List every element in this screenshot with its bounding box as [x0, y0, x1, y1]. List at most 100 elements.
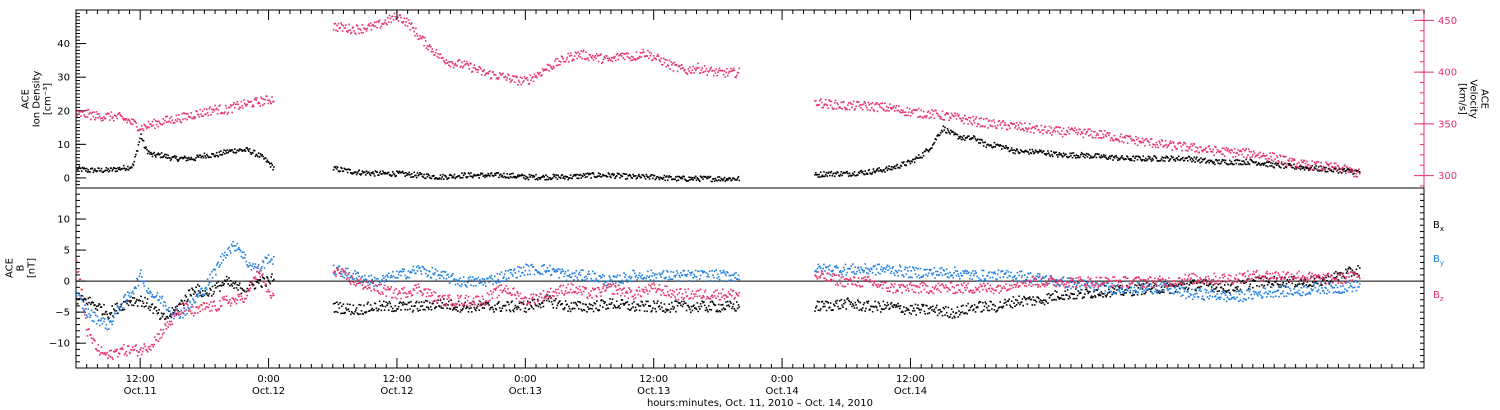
data-point: [1063, 298, 1066, 301]
data-point: [503, 276, 505, 278]
data-point: [1268, 282, 1271, 284]
data-point: [366, 303, 369, 305]
data-point: [87, 308, 90, 310]
data-point: [1157, 291, 1159, 294]
data-point: [662, 176, 665, 179]
data-point: [555, 64, 558, 67]
data-point: [122, 307, 124, 309]
data-point: [108, 328, 110, 330]
data-point: [731, 307, 733, 310]
data-point: [513, 268, 516, 270]
data-point: [686, 180, 689, 182]
data-point: [696, 66, 699, 69]
data-point: [710, 66, 713, 69]
data-point: [409, 271, 411, 274]
data-point: [150, 123, 152, 126]
data-point: [943, 119, 945, 121]
data-point: [206, 288, 208, 291]
data-point: [199, 290, 201, 293]
data-point: [1054, 130, 1057, 133]
data-point: [482, 175, 485, 177]
data-point: [944, 314, 946, 316]
data-point: [468, 173, 471, 175]
data-point: [598, 309, 601, 311]
data-point: [409, 308, 411, 310]
data-point: [194, 301, 197, 303]
data-point: [613, 304, 615, 306]
data-point: [336, 301, 338, 304]
data-point: [1328, 283, 1331, 285]
data-point: [186, 300, 188, 303]
data-point: [505, 176, 508, 179]
data-point: [136, 305, 139, 307]
data-point: [489, 277, 492, 279]
data-point: [494, 275, 496, 278]
data-point: [1100, 291, 1103, 293]
data-point: [624, 173, 626, 175]
data-point: [561, 303, 564, 305]
data-point: [511, 273, 513, 276]
data-point: [127, 169, 130, 171]
data-point: [545, 174, 547, 176]
data-point: [819, 99, 821, 102]
data-point: [80, 298, 83, 301]
data-point: [871, 310, 874, 313]
data-point: [532, 266, 535, 268]
data-point: [151, 155, 154, 158]
data-point: [727, 72, 730, 74]
data-point: [1106, 158, 1108, 160]
data-point: [1284, 286, 1287, 288]
data-point: [675, 64, 677, 67]
data-point: [951, 317, 954, 319]
data-point: [85, 308, 87, 310]
data-point: [1047, 150, 1049, 152]
data-point: [582, 49, 585, 52]
data-point: [819, 176, 821, 178]
data-point: [1259, 151, 1261, 154]
data-point: [1177, 283, 1180, 285]
data-point: [1261, 163, 1263, 165]
data-point: [1322, 277, 1325, 279]
data-point: [1062, 294, 1065, 297]
data-point: [851, 174, 853, 177]
data-point: [419, 266, 421, 269]
data-point: [653, 174, 656, 177]
data-point: [596, 300, 598, 302]
data-point: [629, 57, 631, 60]
data-point: [369, 25, 371, 27]
data-point: [120, 115, 122, 117]
data-point: [195, 286, 197, 288]
data-point: [481, 307, 484, 309]
data-point: [411, 27, 414, 29]
data-point: [518, 81, 521, 83]
data-point: [950, 117, 952, 120]
data-point: [1098, 293, 1101, 296]
data-point: [145, 125, 147, 128]
data-point: [590, 177, 592, 179]
data-point: [225, 256, 227, 259]
data-point: [848, 172, 851, 175]
data-point: [252, 149, 255, 152]
data-point: [499, 307, 501, 309]
data-point: [572, 307, 574, 310]
data-point: [462, 66, 464, 69]
data-point: [692, 65, 694, 68]
data-point: [504, 304, 507, 307]
data-point: [695, 179, 698, 181]
data-point: [232, 241, 234, 243]
data-point: [88, 301, 90, 304]
data-point: [640, 277, 643, 279]
data-point: [1260, 277, 1262, 280]
data-point: [115, 310, 118, 312]
data-point: [114, 310, 117, 313]
data-point: [489, 175, 491, 177]
data-point: [397, 308, 399, 310]
data-point: [266, 262, 269, 265]
data-point: [932, 110, 935, 113]
data-point: [434, 268, 437, 271]
data-point: [852, 173, 855, 176]
data-point: [959, 117, 962, 120]
data-point: [258, 156, 261, 158]
data-point: [534, 76, 536, 78]
data-point: [533, 273, 536, 276]
